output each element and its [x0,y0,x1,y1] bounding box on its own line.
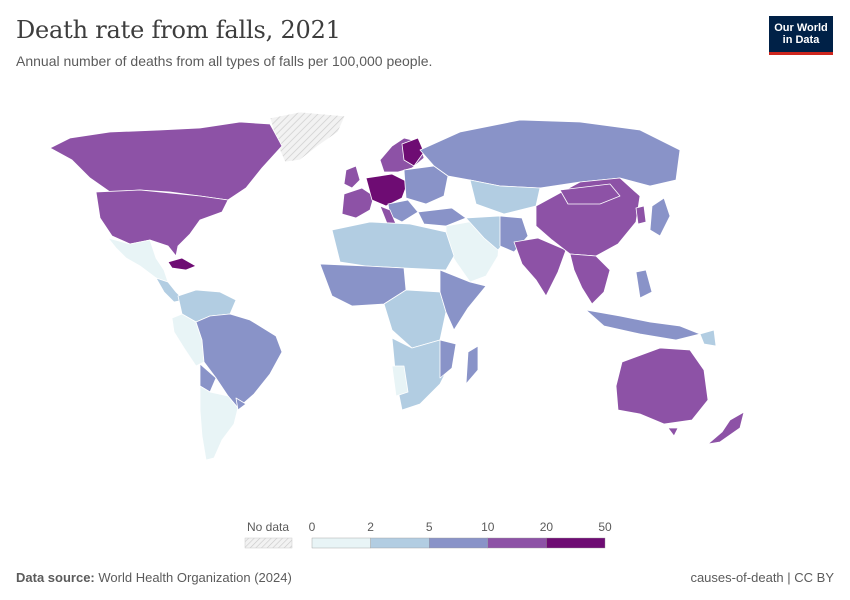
region-mexico[interactable] [107,237,169,283]
legend-no-data-swatch [244,537,293,549]
region-canada[interactable] [49,121,283,201]
legend-bin-1[interactable] [370,537,430,549]
region-uruguay[interactable] [235,397,247,411]
owid-logo[interactable]: Our World in Data [769,16,833,55]
legend-tick-2: 5 [426,520,433,534]
region-east-africa[interactable] [439,269,487,331]
region-turkey-caucasus[interactable] [417,207,467,227]
region-russia[interactable] [419,119,681,189]
legend-bin-0[interactable] [311,537,371,549]
region-philippines[interactable] [635,269,653,299]
region-korea[interactable] [635,205,647,225]
legend-bin-3[interactable] [487,537,547,549]
region-brazil[interactable] [195,313,283,409]
region-japan[interactable] [649,197,671,237]
legend-tick-0: 0 [309,520,316,534]
legend-bin-2[interactable] [429,537,489,549]
chart-title: Death rate from falls, 2021 [16,16,341,44]
data-source-label: Data source: [16,570,95,585]
region-mongolia[interactable] [559,183,621,205]
logo-line-1: Our World [774,22,828,34]
region-tasmania[interactable] [667,427,679,437]
legend-bin-4[interactable] [546,537,606,549]
region-finland[interactable] [401,137,425,167]
region-uk-ireland[interactable] [343,165,361,189]
legend-no-data-label: No data [247,520,289,534]
region-papua-new-guinea[interactable] [699,329,717,347]
region-indonesia[interactable] [585,309,701,341]
region-australia[interactable] [615,347,709,425]
legend-tick-1: 2 [367,520,374,534]
region-north-africa[interactable] [331,221,455,271]
region-france-iberia[interactable] [341,187,375,219]
region-madagascar[interactable] [465,345,479,385]
logo-line-2: in Data [782,34,820,46]
region-argentina-chile[interactable] [199,385,239,461]
region-greenland[interactable] [269,111,346,163]
legend-tick-3: 10 [481,520,495,534]
region-south-africa[interactable] [391,365,409,397]
legend-tick-5: 50 [598,520,612,534]
chart-subtitle: Annual number of deaths from all types o… [16,53,433,69]
region-usa[interactable] [95,189,229,257]
data-source-value[interactable]: World Health Organization (2024) [98,570,292,585]
region-central-africa[interactable] [383,289,447,349]
region-mozambique[interactable] [439,339,457,379]
credit[interactable]: causes-of-death | CC BY [690,570,834,585]
region-india[interactable] [513,237,567,297]
legend-tick-4: 20 [540,520,554,534]
region-central-europe[interactable] [365,173,409,207]
region-new-zealand[interactable] [707,411,745,445]
data-source: Data source: World Health Organization (… [16,570,292,585]
world-map[interactable] [0,108,850,518]
region-southeast-asia[interactable] [569,253,611,305]
region-cuba[interactable] [167,257,197,271]
